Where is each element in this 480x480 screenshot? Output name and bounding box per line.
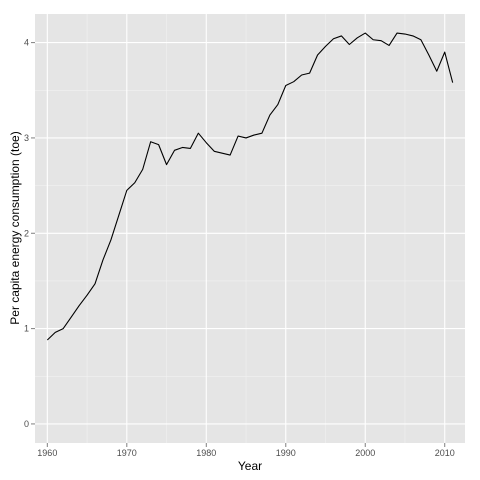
x-tick-label: 2000 [355,448,375,458]
x-tick-label: 1980 [196,448,216,458]
y-tick-label: 3 [24,133,29,143]
y-axis-title: Per capita energy consumption (toe) [8,131,22,324]
y-axis: 0 1 2 3 4 [24,38,35,429]
x-tick-label: 2010 [435,448,455,458]
y-tick-label: 1 [24,324,29,334]
major-gridlines [35,14,465,443]
plot-panel [35,14,465,443]
y-tick-label: 2 [24,228,29,238]
x-tick-label: 1990 [276,448,296,458]
series-line [46,32,454,341]
x-axis-title: Year [238,459,262,473]
y-tick-label: 4 [24,38,29,48]
x-axis: 1960 1970 1980 1990 2000 2010 [37,443,455,458]
minor-gridlines [35,14,465,443]
x-tick-label: 1960 [37,448,57,458]
x-tick-label: 1970 [117,448,137,458]
y-tick-label: 0 [24,419,29,429]
